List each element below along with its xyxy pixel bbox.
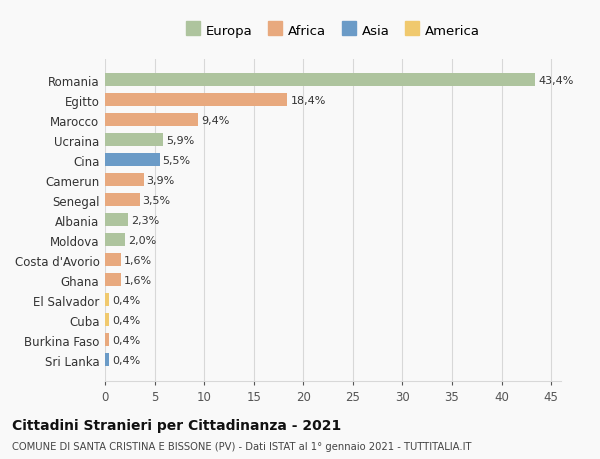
Bar [105,254,121,267]
Bar [105,74,535,87]
Bar [105,154,160,167]
Text: 2,3%: 2,3% [131,215,159,225]
Text: 5,9%: 5,9% [166,135,195,146]
Text: 1,6%: 1,6% [124,255,152,265]
Bar [105,353,109,366]
Bar [105,114,198,127]
Text: 3,5%: 3,5% [143,196,171,205]
Bar [105,313,109,326]
Bar [105,214,128,227]
Legend: Europa, Africa, Asia, America: Europa, Africa, Asia, America [183,22,483,40]
Bar [105,94,287,107]
Text: COMUNE DI SANTA CRISTINA E BISSONE (PV) - Dati ISTAT al 1° gennaio 2021 - TUTTIT: COMUNE DI SANTA CRISTINA E BISSONE (PV) … [12,441,472,451]
Text: 0,4%: 0,4% [112,355,140,365]
Bar [105,134,163,147]
Text: 0,4%: 0,4% [112,335,140,345]
Bar [105,234,125,247]
Text: 1,6%: 1,6% [124,275,152,285]
Bar [105,174,143,187]
Text: 43,4%: 43,4% [538,76,574,86]
Bar [105,194,140,207]
Text: 3,9%: 3,9% [146,175,175,185]
Text: 2,0%: 2,0% [128,235,156,245]
Text: Cittadini Stranieri per Cittadinanza - 2021: Cittadini Stranieri per Cittadinanza - 2… [12,418,341,431]
Text: 18,4%: 18,4% [290,96,326,106]
Bar [105,274,121,286]
Text: 0,4%: 0,4% [112,295,140,305]
Text: 0,4%: 0,4% [112,315,140,325]
Bar [105,334,109,347]
Bar [105,294,109,307]
Text: 5,5%: 5,5% [163,156,191,166]
Text: 9,4%: 9,4% [201,116,230,126]
